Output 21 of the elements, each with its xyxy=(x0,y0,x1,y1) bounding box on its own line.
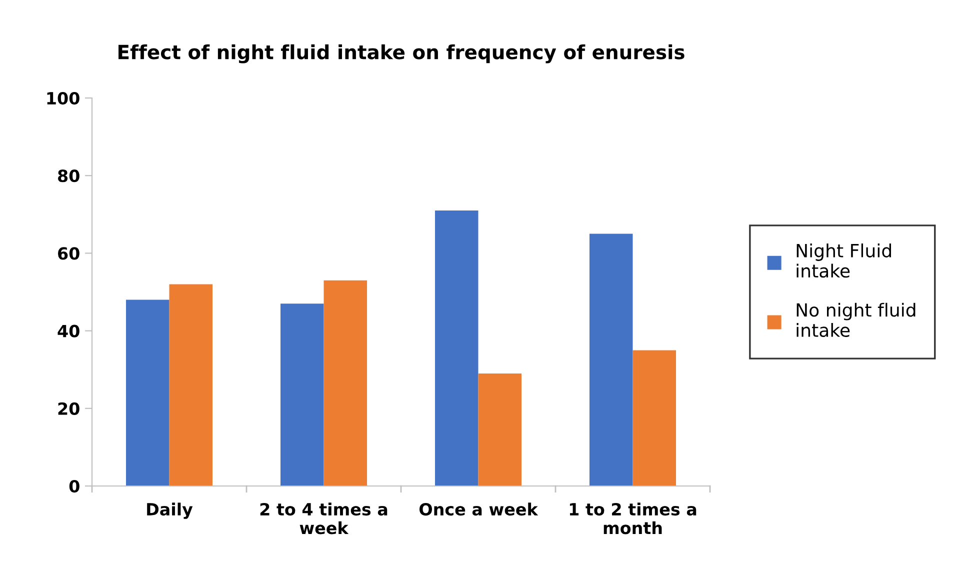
x-tick-label: 2 to 4 times a week xyxy=(260,502,388,534)
y-tick-label: 0 xyxy=(69,480,80,493)
bar xyxy=(478,373,522,486)
legend-label: No night fluid intake xyxy=(796,302,916,338)
y-tick-label: 100 xyxy=(47,92,80,105)
bar xyxy=(324,280,368,486)
x-tick-label: Once a week xyxy=(420,502,538,516)
legend-label: Night Fluid intake xyxy=(796,243,891,278)
bar xyxy=(434,210,478,486)
x-tick-label: Daily xyxy=(147,502,193,519)
bar xyxy=(280,304,324,486)
bar xyxy=(632,350,676,486)
y-tick-label: 80 xyxy=(58,170,80,182)
bar xyxy=(589,234,633,486)
chart-title: Effect of night fluid intake on frequency of enuresis xyxy=(118,44,684,64)
y-tick-label: 20 xyxy=(58,402,80,415)
bar xyxy=(126,300,170,486)
y-tick-label: 40 xyxy=(58,324,80,338)
y-tick-label: 60 xyxy=(58,247,80,260)
bar xyxy=(169,284,213,486)
x-tick-label: 1 to 2 times a month xyxy=(570,502,696,534)
